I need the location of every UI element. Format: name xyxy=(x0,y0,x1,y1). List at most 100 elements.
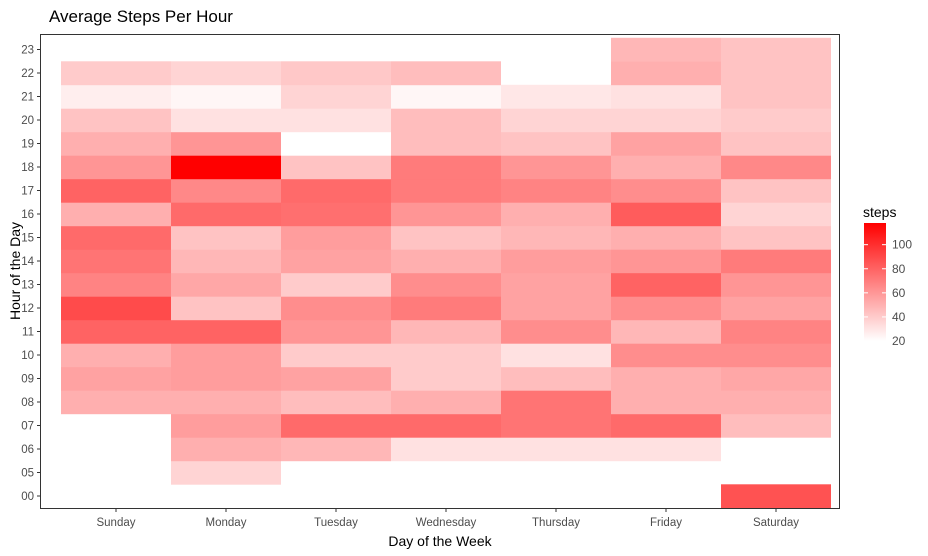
heatmap-cell-friday-22 xyxy=(611,61,721,86)
heatmap-cell-sunday-18 xyxy=(61,155,171,180)
heatmap-cell-friday-21 xyxy=(611,84,721,109)
y-tick-label-00: 00 xyxy=(21,491,34,503)
heatmap-cell-thursday-13 xyxy=(501,272,611,297)
heatmap-cell-thursday-16 xyxy=(501,202,611,227)
heatmap-cell-wednesday-13 xyxy=(391,272,501,297)
legend-color-bar xyxy=(864,223,886,341)
heatmap-cell-saturday-00 xyxy=(721,484,831,509)
heatmap-cell-saturday-14 xyxy=(721,249,831,274)
heatmap-cell-thursday-08 xyxy=(501,390,611,415)
heatmap-cell-sunday-21 xyxy=(61,84,171,109)
heatmap-cell-wednesday-20 xyxy=(391,108,501,133)
heatmap-cell-monday-07 xyxy=(171,413,281,438)
heatmap-cell-wednesday-15 xyxy=(391,225,501,250)
heatmap-cell-wednesday-21 xyxy=(391,84,501,109)
heatmap-cell-thursday-21 xyxy=(501,84,611,109)
heatmap-cell-saturday-23 xyxy=(721,37,831,62)
heatmap-cell-saturday-11 xyxy=(721,319,831,344)
heatmap-cell-monday-11 xyxy=(171,319,281,344)
heatmap-cell-saturday-21 xyxy=(721,84,831,109)
heatmap-cell-thursday-15 xyxy=(501,225,611,250)
heatmap-cell-monday-12 xyxy=(171,296,281,321)
heatmap-cell-wednesday-09 xyxy=(391,366,501,391)
heatmap-cell-monday-22 xyxy=(171,61,281,86)
heatmap-cell-tuesday-15 xyxy=(281,225,391,250)
heatmap-cell-friday-11 xyxy=(611,319,721,344)
heatmap-cell-thursday-14 xyxy=(501,249,611,274)
heatmap-cell-sunday-17 xyxy=(61,178,171,203)
x-tick-label-friday: Friday xyxy=(650,517,682,529)
heatmap-cell-sunday-15 xyxy=(61,225,171,250)
heatmap-cell-friday-17 xyxy=(611,178,721,203)
heatmap-cell-monday-09 xyxy=(171,366,281,391)
heatmap-cell-monday-21 xyxy=(171,84,281,109)
heatmap-cell-saturday-18 xyxy=(721,155,831,180)
heatmap-cell-monday-10 xyxy=(171,343,281,368)
heatmap-cells xyxy=(61,37,831,509)
heatmap-cell-friday-07 xyxy=(611,413,721,438)
heatmap-cell-thursday-09 xyxy=(501,366,611,391)
heatmap-cell-wednesday-18 xyxy=(391,155,501,180)
y-tick-label-13: 13 xyxy=(21,280,34,292)
heatmap-cell-wednesday-19 xyxy=(391,131,501,156)
legend-tick-label-20: 20 xyxy=(892,334,906,348)
y-tick-label-19: 19 xyxy=(21,139,34,151)
heatmap-cell-friday-15 xyxy=(611,225,721,250)
y-tick-label-10: 10 xyxy=(21,350,34,362)
heatmap-cell-saturday-19 xyxy=(721,131,831,156)
y-tick-label-14: 14 xyxy=(21,256,34,268)
y-tick-label-09: 09 xyxy=(21,374,34,386)
heatmap-cell-saturday-09 xyxy=(721,366,831,391)
heatmap-cell-saturday-22 xyxy=(721,61,831,86)
legend-tick-label-40: 40 xyxy=(892,310,906,324)
y-tick-label-16: 16 xyxy=(21,209,34,221)
heatmap-cell-thursday-17 xyxy=(501,178,611,203)
heatmap-cell-sunday-10 xyxy=(61,343,171,368)
heatmap-cell-sunday-14 xyxy=(61,249,171,274)
y-tick-label-12: 12 xyxy=(21,303,34,315)
heatmap-cell-friday-08 xyxy=(611,390,721,415)
y-tick-label-15: 15 xyxy=(21,233,34,245)
y-tick-label-05: 05 xyxy=(21,468,34,480)
heatmap-cell-monday-15 xyxy=(171,225,281,250)
heatmap-cell-friday-10 xyxy=(611,343,721,368)
legend-tick-label-80: 80 xyxy=(892,262,906,276)
heatmap-cell-tuesday-07 xyxy=(281,413,391,438)
heatmap-cell-saturday-10 xyxy=(721,343,831,368)
heatmap-cell-monday-20 xyxy=(171,108,281,133)
y-tick-label-06: 06 xyxy=(21,444,34,456)
heatmap-cell-sunday-13 xyxy=(61,272,171,297)
heatmap-cell-monday-17 xyxy=(171,178,281,203)
heatmap-cell-wednesday-06 xyxy=(391,437,501,462)
heatmap-cell-sunday-09 xyxy=(61,366,171,391)
heatmap-cell-saturday-16 xyxy=(721,202,831,227)
heatmap-cell-wednesday-16 xyxy=(391,202,501,227)
heatmap-cell-tuesday-18 xyxy=(281,155,391,180)
heatmap-cell-monday-05 xyxy=(171,460,281,485)
heatmap-cell-wednesday-11 xyxy=(391,319,501,344)
x-tick-label-monday: Monday xyxy=(206,517,247,529)
heatmap-cell-monday-14 xyxy=(171,249,281,274)
y-tick-label-07: 07 xyxy=(21,421,34,433)
heatmap-cell-tuesday-11 xyxy=(281,319,391,344)
heatmap-cell-wednesday-07 xyxy=(391,413,501,438)
y-tick-label-18: 18 xyxy=(21,162,34,174)
heatmap-cell-friday-16 xyxy=(611,202,721,227)
x-tick-label-wednesday: Wednesday xyxy=(416,517,477,529)
x-axis-title: Day of the Week xyxy=(388,533,492,549)
x-tick-label-saturday: Saturday xyxy=(753,517,799,529)
heatmap-cell-saturday-15 xyxy=(721,225,831,250)
heatmap-cell-monday-13 xyxy=(171,272,281,297)
heatmap-cell-wednesday-22 xyxy=(391,61,501,86)
heatmap-cell-sunday-08 xyxy=(61,390,171,415)
y-tick-label-22: 22 xyxy=(21,68,34,80)
heatmap-cell-tuesday-13 xyxy=(281,272,391,297)
x-tick-label-thursday: Thursday xyxy=(532,517,580,529)
y-tick-label-21: 21 xyxy=(21,92,34,104)
heatmap-cell-sunday-12 xyxy=(61,296,171,321)
heatmap-cell-tuesday-22 xyxy=(281,61,391,86)
heatmap-cell-friday-23 xyxy=(611,37,721,62)
legend-tick-label-60: 60 xyxy=(892,286,906,300)
heatmap-cell-tuesday-14 xyxy=(281,249,391,274)
